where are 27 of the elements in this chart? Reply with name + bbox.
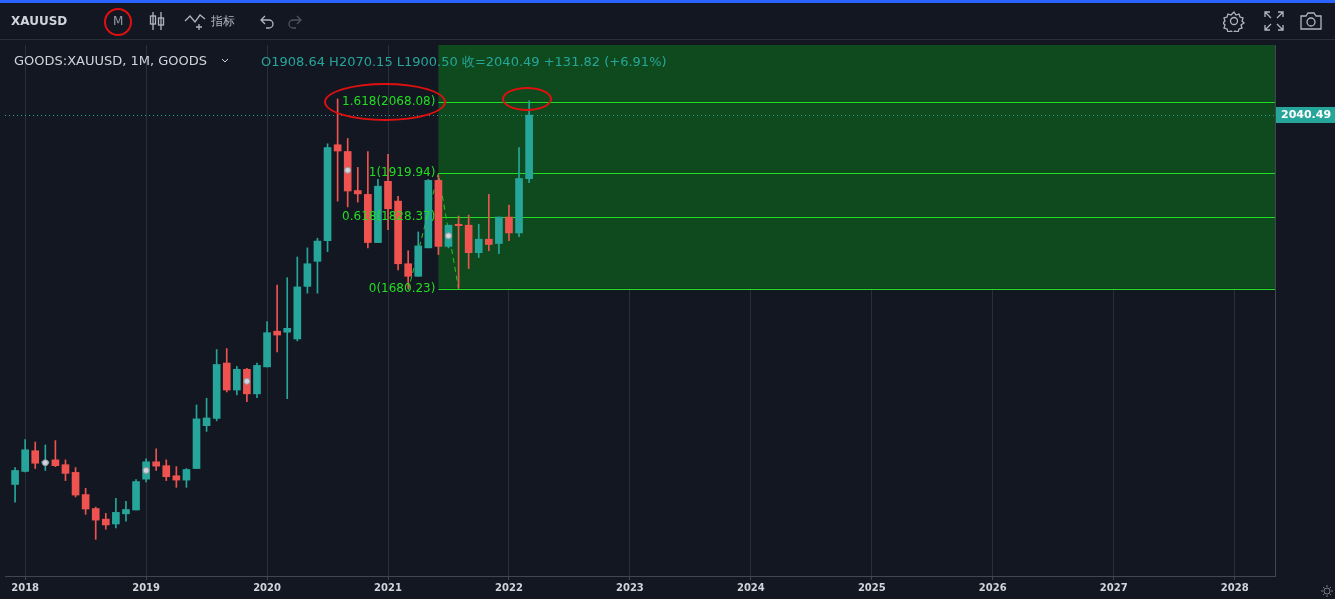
- candlestick: [283, 277, 292, 400]
- x-tick-label: 2023: [616, 581, 644, 593]
- x-tick-label: 2026: [978, 581, 1007, 593]
- point: [344, 166, 352, 174]
- ref-line-label: 1.618(2068.08): [342, 93, 436, 108]
- x-tick-label: 2020: [253, 581, 282, 593]
- point: [243, 377, 251, 385]
- x-tick-label: 2024: [736, 581, 765, 593]
- ref-line-label: 0(1680.23): [368, 280, 436, 295]
- text: 指标: [211, 13, 235, 30]
- x-tick-label: 2018: [11, 581, 40, 593]
- x-tick-label: 2021: [374, 581, 402, 593]
- x-tick-label: 2019: [132, 581, 161, 593]
- x-tick-label: 2027: [1099, 581, 1128, 593]
- text: XAUUSD: [11, 14, 68, 28]
- text: GOODS:XAUUSD, 1M, GOODS: [14, 53, 208, 68]
- point: [142, 466, 150, 474]
- candlestick: [152, 448, 161, 471]
- candlestick: [273, 284, 281, 353]
- ref-line-label: 2040.49: [1281, 107, 1332, 121]
- annotation: O1908.64 H2070.15 L1900.50 收=2040.49 +131.82 (+6.91%): [261, 53, 667, 71]
- text: M: [113, 14, 124, 28]
- x-tick-label: 2022: [495, 581, 523, 593]
- candlestick: [353, 167, 362, 203]
- candlestick: [484, 194, 493, 252]
- x-tick-label: 2025: [857, 581, 886, 593]
- x-tick-label: 2028: [1220, 581, 1249, 593]
